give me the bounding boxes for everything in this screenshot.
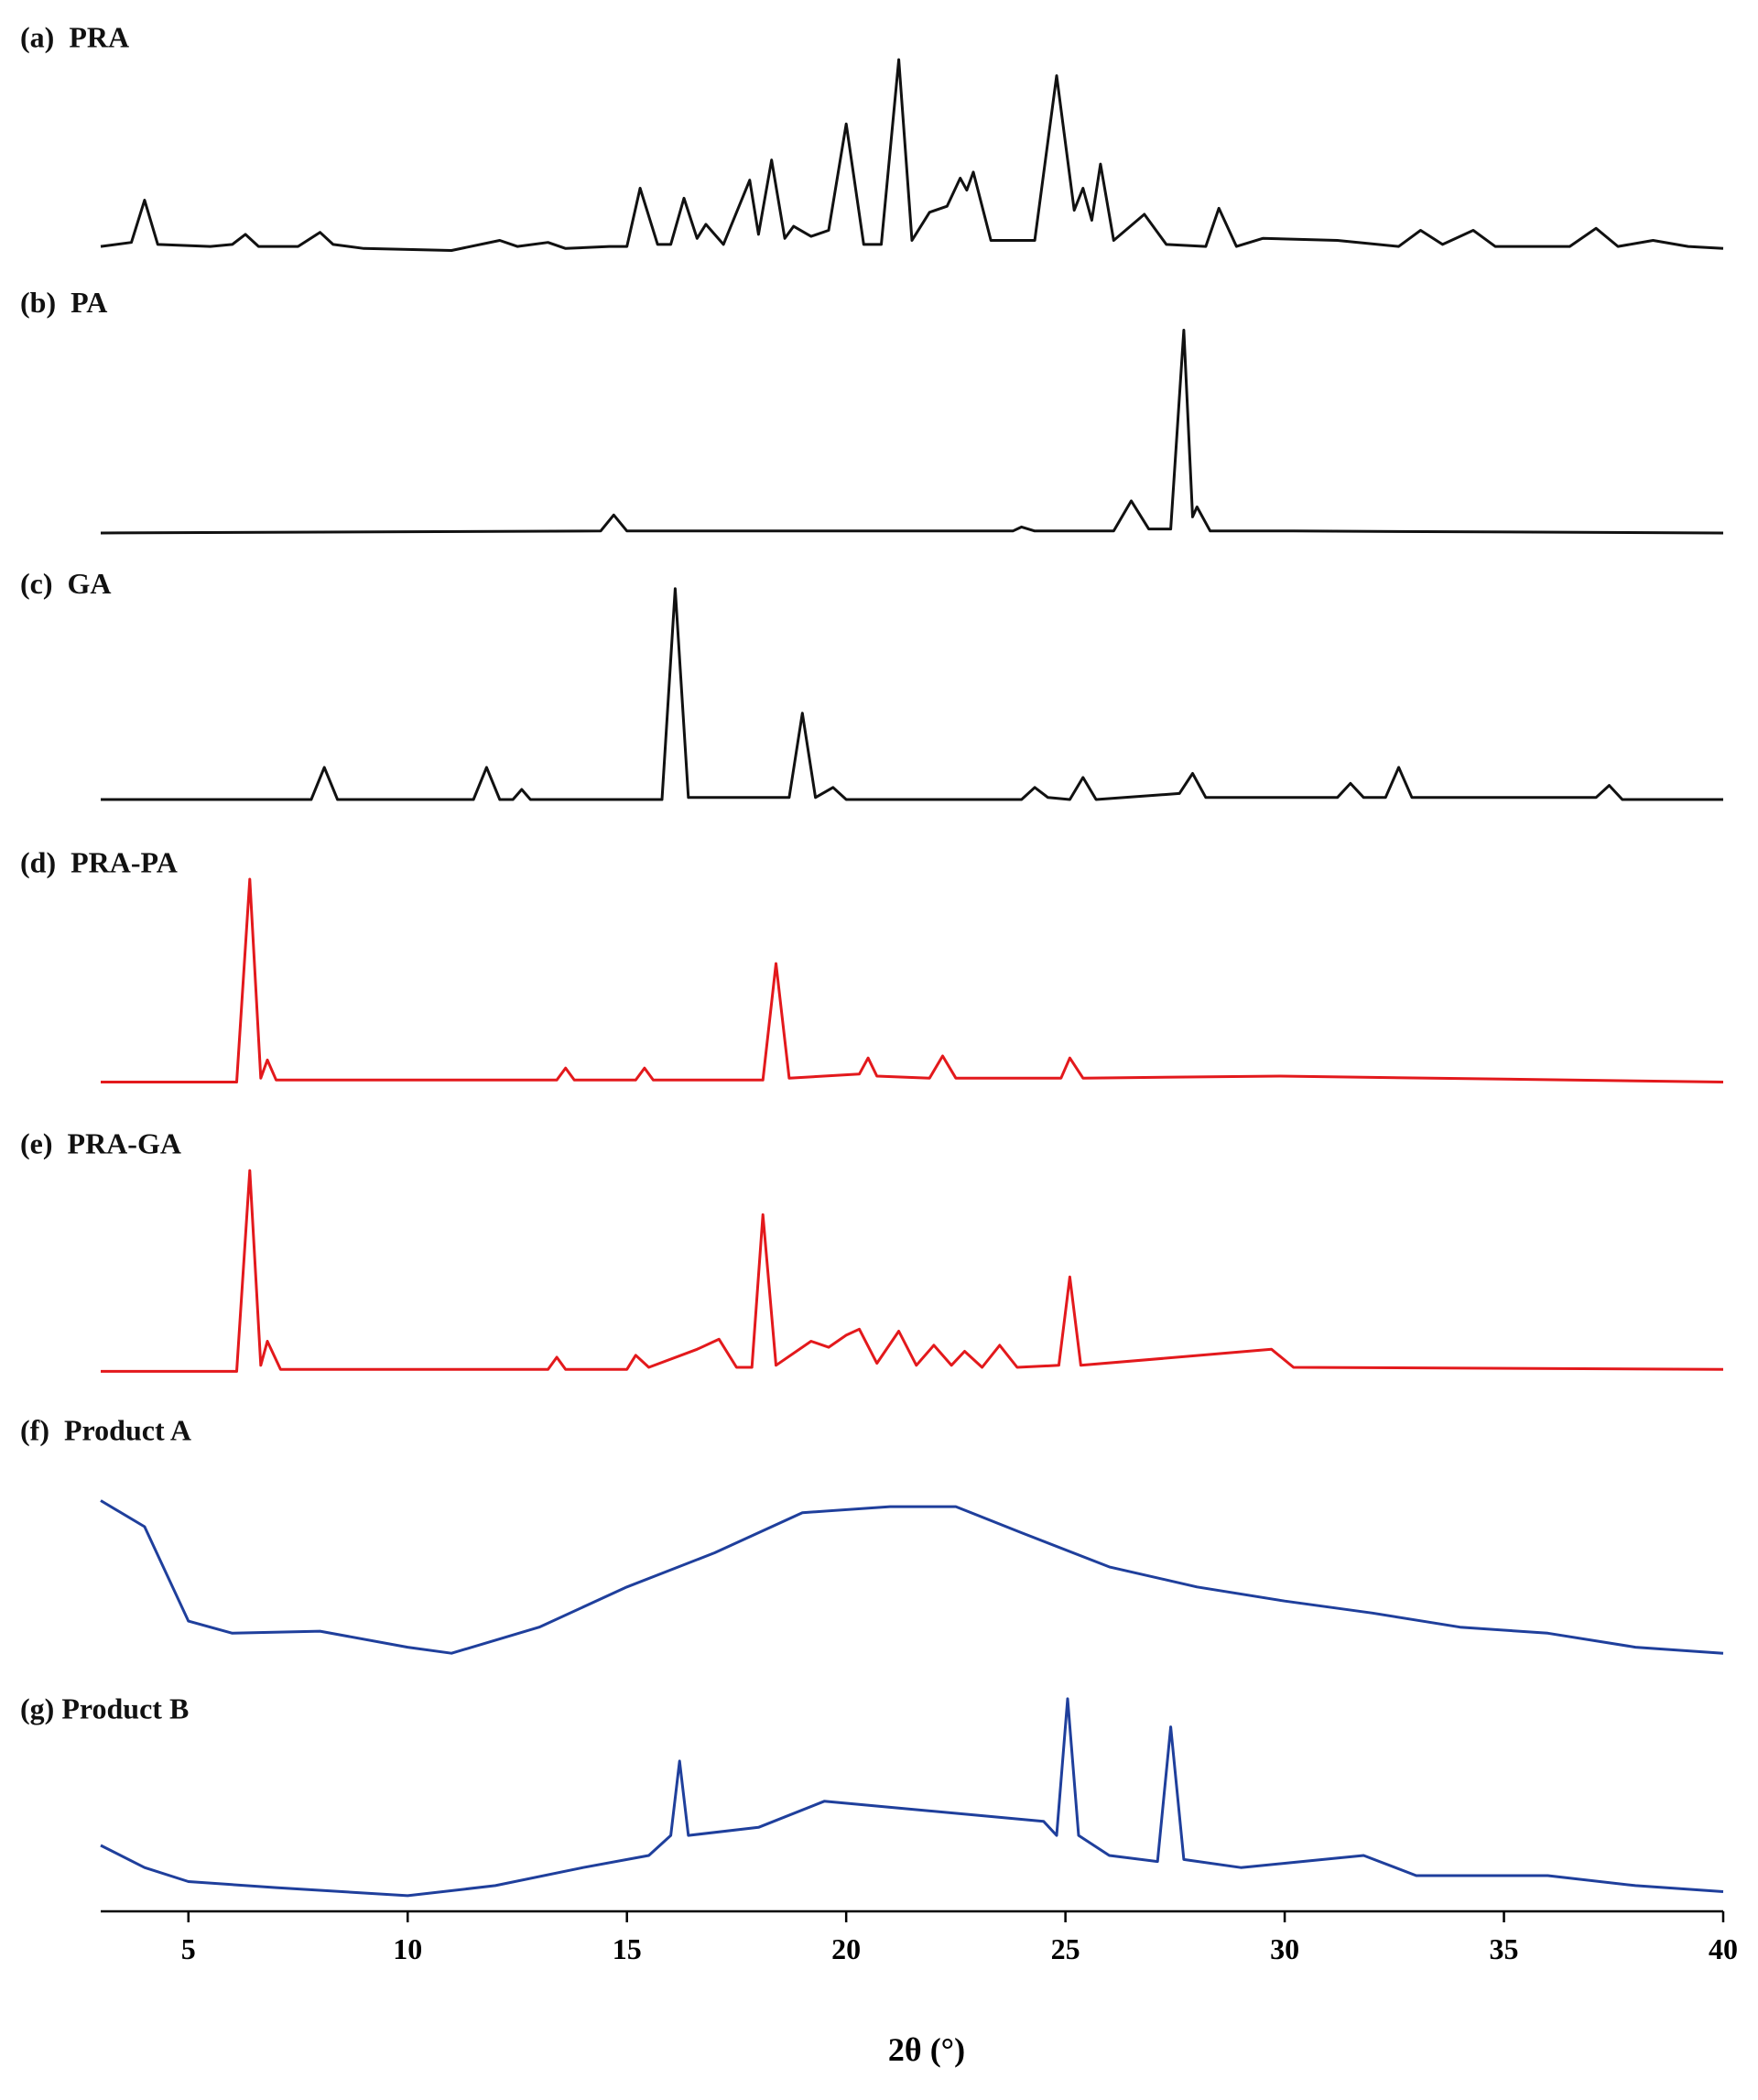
x-tick-label: 35 [1490,1932,1519,1965]
pattern-line [101,877,1724,1083]
series-label: (c) GA [20,567,112,600]
series-label: (b) PA [20,286,107,319]
x-tick-label: 30 [1270,1932,1299,1965]
series-label: (a) PRA [20,20,129,53]
x-axis-label: 2θ (°) [888,2031,965,2068]
pattern-line [101,587,1723,801]
x-tick-label: 25 [1051,1932,1080,1965]
pattern-line [100,1499,1724,1655]
pattern-line [100,1697,1724,1898]
x-tick-label: 10 [393,1932,422,1965]
x-tick-label: 5 [181,1932,196,1965]
series-label: (e) PRA-GA [20,1126,181,1159]
x-tick-label: 20 [831,1932,861,1965]
series-label: (d) PRA-PA [20,845,178,878]
pattern-line [100,58,1724,252]
pattern-line [101,1169,1724,1373]
pattern-line [100,329,1724,535]
series-label: (f) Product A [20,1413,191,1446]
series-label: (g) Product B [20,1692,189,1725]
x-tick-label: 15 [613,1932,642,1965]
x-tick-label: 40 [1709,1932,1738,1965]
